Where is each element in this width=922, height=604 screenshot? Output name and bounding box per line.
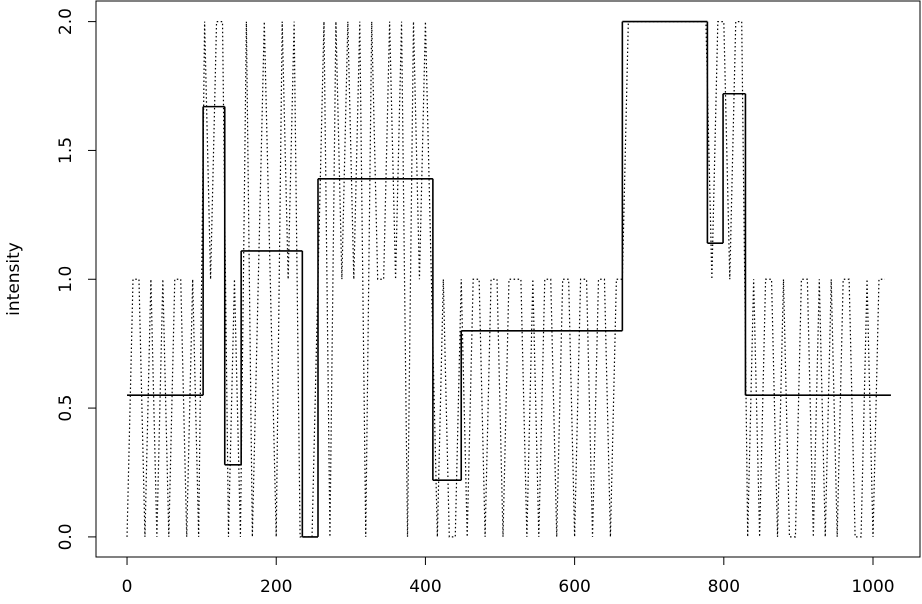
x-tick-label: 600 [558,577,590,597]
y-axis-label: intensity [4,242,24,316]
x-tick-label: 200 [260,577,292,597]
x-tick-label: 1000 [851,577,894,597]
x-tick-label: 0 [122,577,133,597]
y-tick-label: 0.5 [56,395,76,422]
x-tick-label: 400 [409,577,441,597]
x-tick-label: 800 [708,577,740,597]
y-tick-label: 1.5 [56,137,76,164]
y-tick-label: 0.0 [56,523,76,550]
y-tick-label: 2.0 [56,8,76,35]
y-tick-label: 1.0 [56,266,76,293]
